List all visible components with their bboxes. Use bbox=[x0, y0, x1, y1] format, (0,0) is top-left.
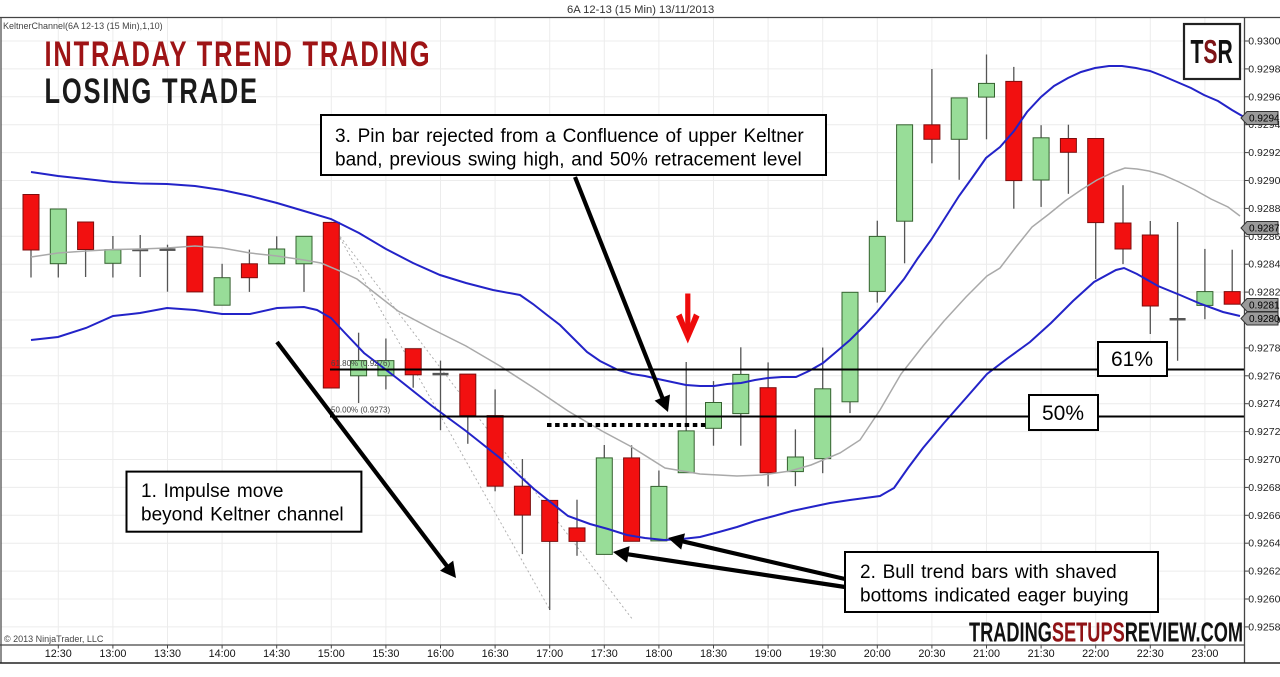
svg-text:0.9266: 0.9266 bbox=[1248, 510, 1280, 522]
svg-text:0.9282: 0.9282 bbox=[1248, 287, 1280, 299]
svg-text:14:30: 14:30 bbox=[263, 648, 290, 660]
svg-text:0.9268: 0.9268 bbox=[1248, 482, 1280, 494]
svg-text:16:00: 16:00 bbox=[427, 648, 454, 660]
svg-text:0.9292: 0.9292 bbox=[1248, 147, 1280, 159]
svg-text:0.9294: 0.9294 bbox=[1249, 114, 1280, 125]
svg-text:61.80% (0.9276): 61.80% (0.9276) bbox=[331, 359, 390, 368]
svg-text:20:00: 20:00 bbox=[864, 648, 891, 660]
svg-text:bottoms indicated eager buying: bottoms indicated eager buying bbox=[860, 585, 1129, 606]
svg-text:band, previous swing high, and: band, previous swing high, and 50% retra… bbox=[335, 149, 802, 170]
svg-text:LOSING TRADE: LOSING TRADE bbox=[45, 72, 259, 111]
svg-text:0.9284: 0.9284 bbox=[1248, 259, 1280, 271]
svg-text:17:30: 17:30 bbox=[591, 648, 618, 660]
svg-text:0.9276: 0.9276 bbox=[1248, 370, 1280, 382]
svg-text:0.9288: 0.9288 bbox=[1248, 203, 1280, 215]
svg-text:0.9278: 0.9278 bbox=[1248, 342, 1280, 354]
svg-text:TRADINGSETUPSREVIEW.COM: TRADINGSETUPSREVIEW.COM bbox=[969, 617, 1243, 648]
svg-text:0.9287: 0.9287 bbox=[1249, 224, 1280, 235]
svg-text:0.9281: 0.9281 bbox=[1249, 301, 1280, 312]
svg-text:1. Impulse move: 1. Impulse move bbox=[141, 481, 283, 502]
svg-text:0.9262: 0.9262 bbox=[1248, 566, 1280, 578]
svg-text:22:30: 22:30 bbox=[1137, 648, 1164, 660]
svg-text:0.9258: 0.9258 bbox=[1248, 621, 1280, 633]
svg-text:0.9280: 0.9280 bbox=[1249, 314, 1280, 325]
svg-text:0.9296: 0.9296 bbox=[1248, 91, 1280, 103]
svg-text:17:00: 17:00 bbox=[536, 648, 563, 660]
svg-text:20:30: 20:30 bbox=[918, 648, 945, 660]
svg-text:12:30: 12:30 bbox=[45, 648, 72, 660]
svg-text:TSR: TSR bbox=[1191, 33, 1233, 70]
svg-text:61%: 61% bbox=[1111, 348, 1153, 371]
svg-text:21:30: 21:30 bbox=[1028, 648, 1055, 660]
svg-text:0.9298: 0.9298 bbox=[1248, 63, 1280, 75]
svg-text:0.9264: 0.9264 bbox=[1248, 538, 1280, 550]
svg-text:3. Pin bar rejected from a Con: 3. Pin bar rejected from a Confluence of… bbox=[335, 126, 804, 147]
svg-text:19:00: 19:00 bbox=[755, 648, 782, 660]
svg-text:13:00: 13:00 bbox=[99, 648, 126, 660]
svg-text:0.9272: 0.9272 bbox=[1248, 426, 1280, 438]
svg-text:0.9274: 0.9274 bbox=[1248, 398, 1280, 410]
svg-text:22:00: 22:00 bbox=[1082, 648, 1109, 660]
svg-text:18:30: 18:30 bbox=[700, 648, 727, 660]
svg-text:50%: 50% bbox=[1042, 402, 1084, 425]
svg-text:23:00: 23:00 bbox=[1191, 648, 1218, 660]
svg-text:19:30: 19:30 bbox=[809, 648, 836, 660]
svg-text:50.00% (0.9273): 50.00% (0.9273) bbox=[331, 406, 390, 415]
svg-text:2. Bull trend bars with shaved: 2. Bull trend bars with shaved bbox=[860, 562, 1117, 583]
svg-text:0.9270: 0.9270 bbox=[1248, 454, 1280, 466]
svg-text:18:00: 18:00 bbox=[645, 648, 672, 660]
svg-text:21:00: 21:00 bbox=[973, 648, 1000, 660]
svg-text:KeltnerChannel(6A 12-13 (15 Mi: KeltnerChannel(6A 12-13 (15 Min),1,10) bbox=[3, 21, 163, 31]
svg-text:0.9300: 0.9300 bbox=[1248, 36, 1280, 48]
svg-text:beyond Keltner channel: beyond Keltner channel bbox=[141, 504, 344, 525]
svg-text:15:30: 15:30 bbox=[372, 648, 399, 660]
svg-text:INTRADAY TREND TRADING: INTRADAY TREND TRADING bbox=[45, 35, 432, 74]
svg-text:0.9290: 0.9290 bbox=[1248, 175, 1280, 187]
svg-text:14:00: 14:00 bbox=[209, 648, 236, 660]
svg-text:6A 12-13 (15 Min) 13/11/2013: 6A 12-13 (15 Min) 13/11/2013 bbox=[567, 4, 714, 16]
svg-text:© 2013 NinjaTrader, LLC: © 2013 NinjaTrader, LLC bbox=[4, 634, 104, 644]
svg-text:13:30: 13:30 bbox=[154, 648, 181, 660]
svg-text:15:00: 15:00 bbox=[318, 648, 345, 660]
svg-text:16:30: 16:30 bbox=[482, 648, 509, 660]
svg-text:0.9260: 0.9260 bbox=[1248, 594, 1280, 606]
